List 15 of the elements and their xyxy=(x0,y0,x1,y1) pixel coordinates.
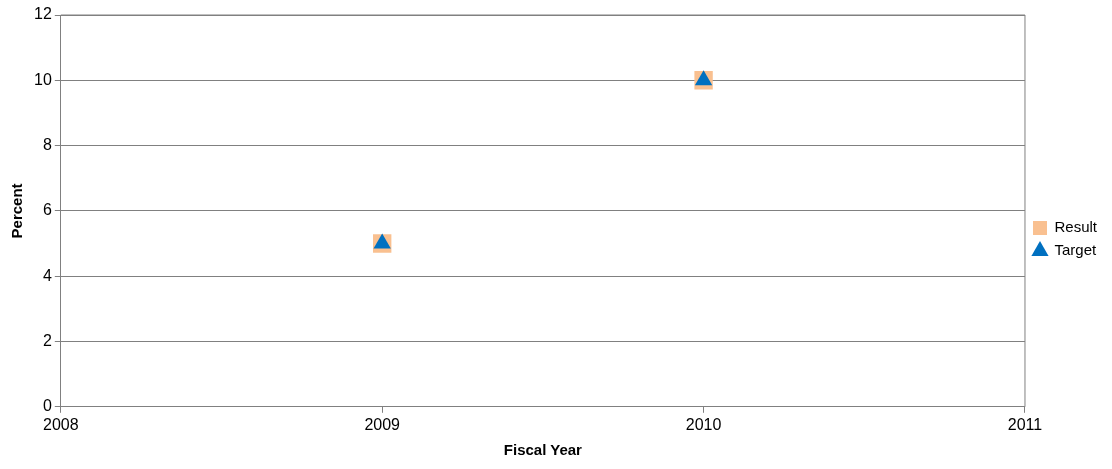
y-tick-label: 12 xyxy=(34,5,52,23)
legend-label: Result xyxy=(1054,218,1098,236)
x-tick-label: 2010 xyxy=(685,415,722,433)
y-tick-label: 8 xyxy=(42,136,52,154)
x-tick-label: 2008 xyxy=(43,415,79,433)
y-tick-label: 2 xyxy=(42,331,52,349)
y-tick-label: 0 xyxy=(42,397,52,415)
x-tick-label: 2011 xyxy=(1007,415,1043,433)
y-tick-label: 4 xyxy=(42,266,52,284)
y-tick-label: 10 xyxy=(34,70,52,88)
x-tick-label: 2009 xyxy=(364,415,401,433)
legend-label: Target xyxy=(1054,241,1097,259)
x-axis-title: Fiscal Year xyxy=(503,441,583,459)
y-axis-title: Percent xyxy=(8,183,26,239)
y-tick-label: 6 xyxy=(42,201,52,219)
